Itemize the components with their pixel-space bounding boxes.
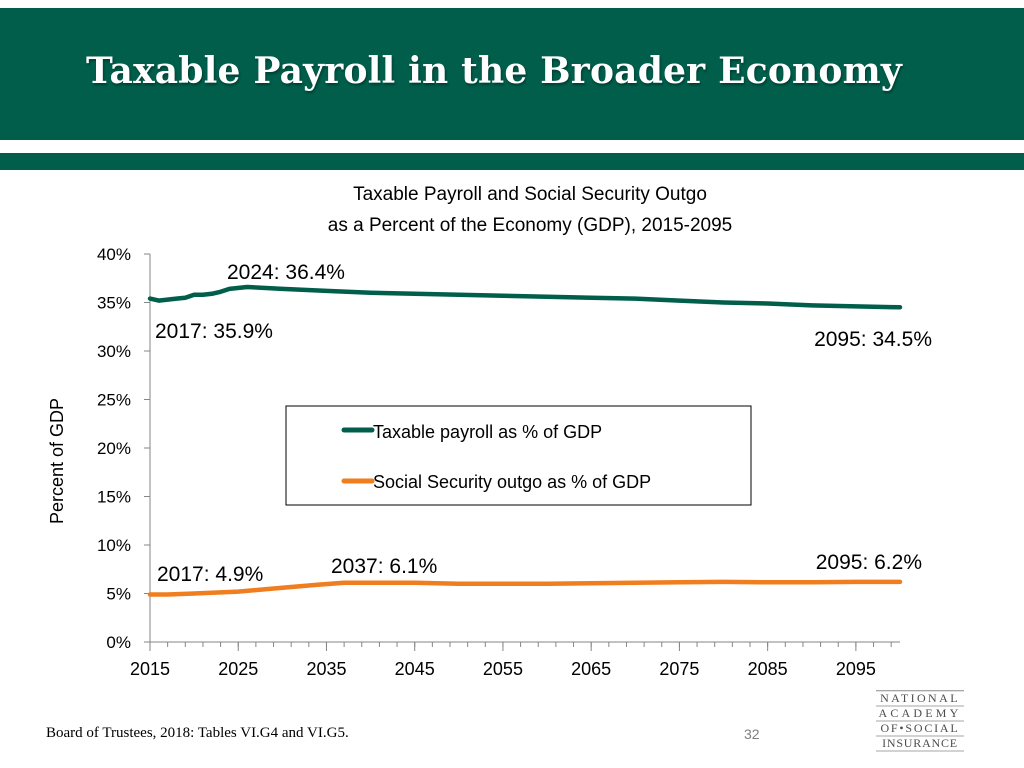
legend-label-payroll: Taxable payroll as % of GDP bbox=[373, 422, 602, 442]
source-footnote: Board of Trustees, 2018: Tables VI.G4 an… bbox=[46, 725, 349, 741]
legend-label-outgo: Social Security outgo as % of GDP bbox=[373, 472, 651, 492]
data-label: 2017: 4.9% bbox=[157, 563, 263, 586]
series-line-0 bbox=[147, 284, 903, 310]
chart-title-line-2: as a Percent of the Economy (GDP), 2015-… bbox=[328, 215, 733, 236]
slide-title: Taxable Payroll in the Broader Economy bbox=[86, 50, 903, 92]
data-label: 2024: 36.4% bbox=[227, 261, 345, 284]
data-label: 2037: 6.1% bbox=[331, 555, 437, 578]
data-label: 2095: 6.2% bbox=[816, 551, 922, 574]
accent-stripe bbox=[0, 153, 1024, 170]
x-tick-label: 2085 bbox=[748, 659, 788, 679]
x-tick-label: 2045 bbox=[395, 659, 435, 679]
svg-text:OF•SOCIAL: OF•SOCIAL bbox=[880, 721, 959, 735]
y-tick-label: 25% bbox=[97, 391, 131, 410]
data-label: 2017: 35.9% bbox=[155, 320, 273, 343]
title-band bbox=[0, 8, 1024, 140]
y-axis-label: Percent of GDP bbox=[47, 398, 67, 524]
y-tick-label: 5% bbox=[106, 585, 131, 604]
x-tick-label: 2025 bbox=[218, 659, 258, 679]
series-line-1 bbox=[147, 579, 903, 597]
x-tick-label: 2055 bbox=[483, 659, 523, 679]
page-number: 32 bbox=[744, 726, 760, 742]
payroll-outgo-chart: Taxable Payroll and Social Security Outg… bbox=[47, 184, 932, 679]
svg-text:NATIONAL: NATIONAL bbox=[880, 691, 960, 705]
x-tick-label: 2095 bbox=[836, 659, 876, 679]
y-tick-label: 0% bbox=[106, 633, 131, 652]
y-tick-label: 35% bbox=[97, 294, 131, 313]
data-label: 2095: 34.5% bbox=[814, 328, 932, 351]
y-tick-label: 30% bbox=[97, 342, 131, 361]
y-tick-label: 20% bbox=[97, 439, 131, 458]
x-tick-label: 2075 bbox=[659, 659, 699, 679]
x-tick-label: 2015 bbox=[130, 659, 170, 679]
y-tick-label: 15% bbox=[97, 488, 131, 507]
x-tick-label: 2035 bbox=[306, 659, 346, 679]
svg-text:INSURANCE: INSURANCE bbox=[882, 736, 958, 750]
y-tick-label: 10% bbox=[97, 536, 131, 555]
y-tick-label: 40% bbox=[97, 245, 131, 264]
chart-title-line-1: Taxable Payroll and Social Security Outg… bbox=[353, 184, 707, 205]
nasi-logo: NATIONAL ACADEMY OF•SOCIAL INSURANCE bbox=[876, 690, 964, 752]
svg-text:ACADEMY: ACADEMY bbox=[878, 706, 961, 720]
legend-box bbox=[285, 405, 752, 506]
x-tick-label: 2065 bbox=[571, 659, 611, 679]
